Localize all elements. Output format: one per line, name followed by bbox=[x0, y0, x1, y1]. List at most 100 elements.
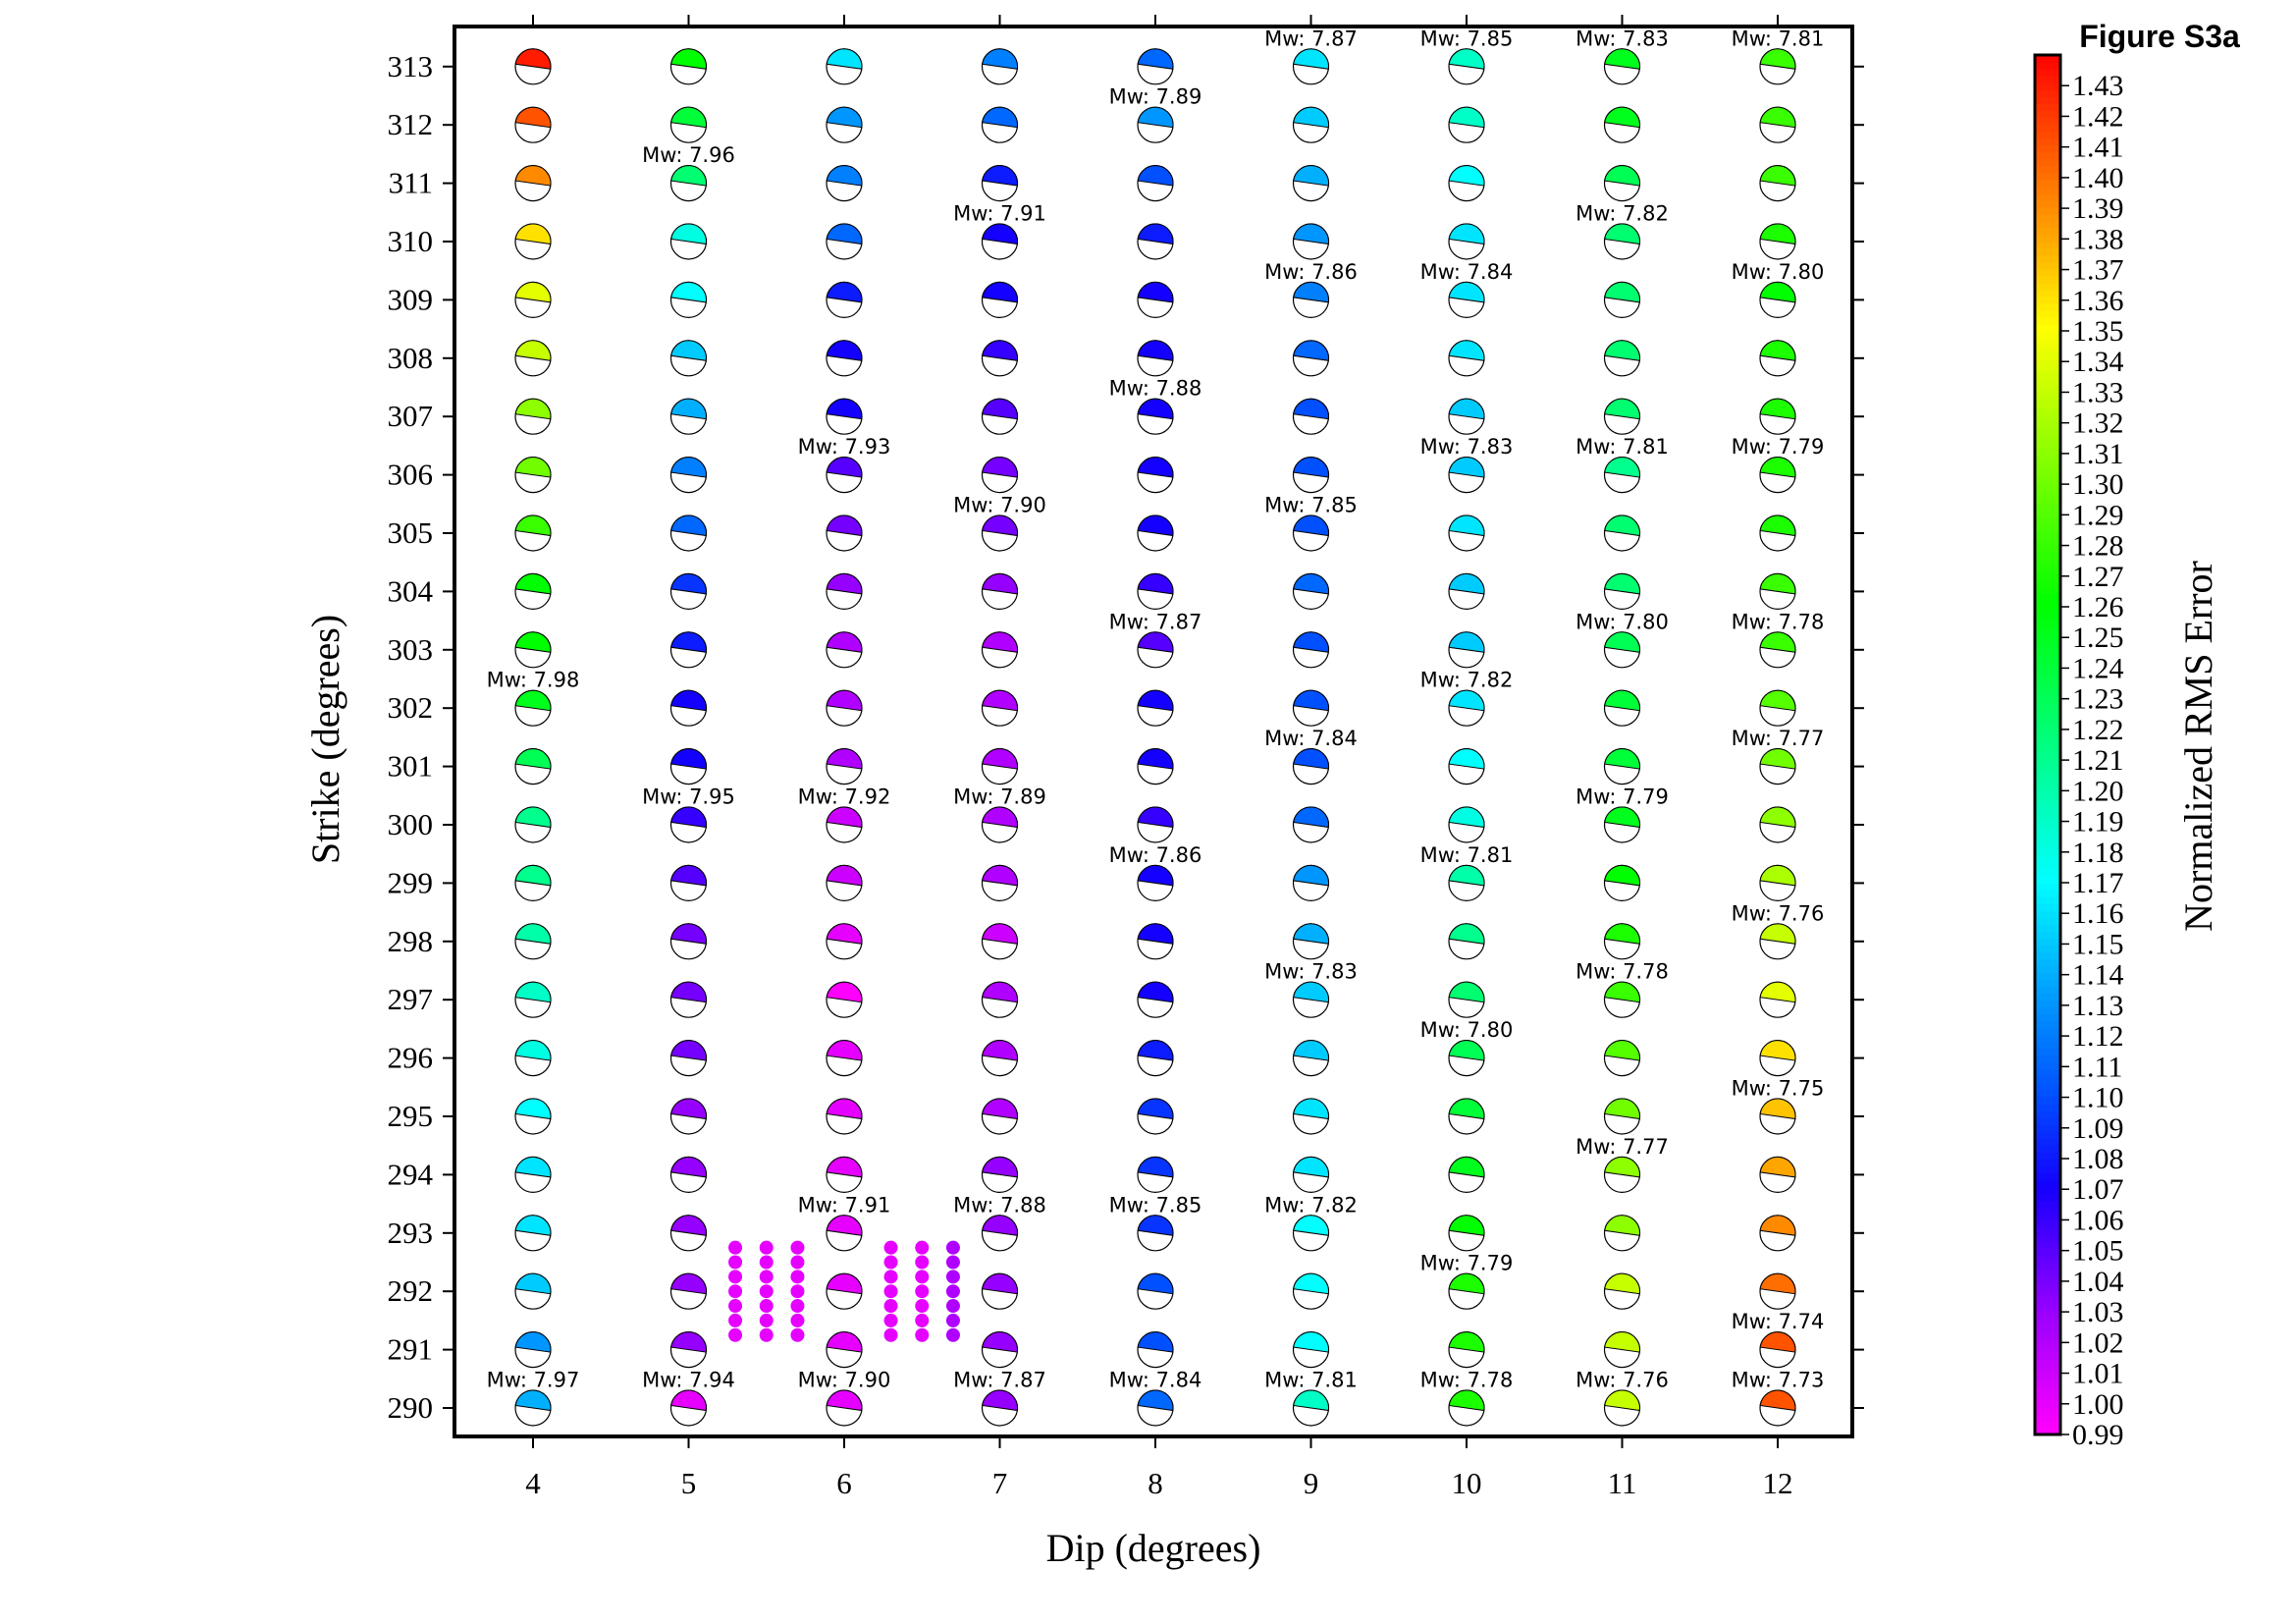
colorbar-tick-label: 1.16 bbox=[2072, 897, 2124, 930]
colorbar-segment bbox=[2035, 144, 2060, 153]
colorbar-segment bbox=[2035, 372, 2060, 380]
beachball-marker bbox=[826, 48, 863, 85]
beachball-marker bbox=[669, 106, 708, 143]
beachball-marker bbox=[1448, 457, 1485, 494]
y-tick-label: 309 bbox=[388, 282, 434, 316]
beachball-marker bbox=[514, 1098, 552, 1135]
beachball-marker bbox=[669, 572, 708, 611]
mw-annotation: Mw: 7.76 bbox=[1575, 1368, 1669, 1391]
mw-annotation: Mw: 7.75 bbox=[1732, 1076, 1825, 1100]
fine-grid-point bbox=[759, 1313, 774, 1327]
beachball-marker bbox=[669, 514, 708, 552]
fine-grid-point bbox=[883, 1240, 898, 1255]
beachball-marker bbox=[1603, 281, 1641, 318]
beachball-marker bbox=[981, 631, 1019, 669]
colorbar-segment bbox=[2035, 931, 2060, 939]
colorbar-segment bbox=[2035, 365, 2060, 373]
colorbar-segment bbox=[2035, 875, 2060, 884]
fine-grid-point bbox=[790, 1240, 805, 1255]
colorbar-segment bbox=[2035, 1269, 2060, 1277]
y-tick-label: 312 bbox=[388, 107, 434, 141]
beachball-marker bbox=[826, 223, 863, 260]
colorbar-segment bbox=[2035, 751, 2060, 760]
beachball-marker bbox=[981, 457, 1019, 494]
fine-grid-point bbox=[728, 1270, 743, 1284]
x-axis-title: Dip (degrees) bbox=[1046, 1526, 1261, 1570]
beachball-marker bbox=[1603, 1039, 1641, 1077]
colorbar-segment bbox=[2035, 358, 2060, 366]
colorbar-segment bbox=[2035, 62, 2060, 70]
fine-grid-point bbox=[945, 1270, 960, 1284]
colorbar-tick-label: 1.36 bbox=[2072, 285, 2124, 317]
colorbar-tick-label: 1.01 bbox=[2072, 1358, 2124, 1390]
colorbar-segment bbox=[2035, 1248, 2060, 1257]
colorbar-tick-label: 1.29 bbox=[2072, 499, 2124, 531]
fine-grid-point bbox=[915, 1284, 930, 1299]
colorbar-segment bbox=[2035, 689, 2060, 698]
beachball-marker bbox=[514, 1330, 552, 1369]
colorbar-segment bbox=[2035, 840, 2060, 849]
mw-annotation: Mw: 7.86 bbox=[1264, 260, 1358, 284]
fine-grid-point bbox=[790, 1255, 805, 1270]
beachball-marker bbox=[669, 1156, 708, 1194]
colorbar-segment bbox=[2035, 331, 2060, 339]
beachball-marker bbox=[669, 1389, 708, 1427]
fine-grid-point bbox=[945, 1299, 960, 1314]
fine-grid-point bbox=[790, 1270, 805, 1284]
beachball-marker bbox=[514, 1389, 552, 1427]
beachball-marker bbox=[669, 923, 708, 960]
beachball-marker bbox=[1603, 1098, 1641, 1135]
fine-grid-point bbox=[759, 1240, 774, 1255]
colorbar-segment bbox=[2035, 1103, 2060, 1111]
beachball-marker bbox=[826, 106, 863, 143]
mw-annotation: Mw: 7.87 bbox=[953, 1368, 1046, 1391]
beachball-marker bbox=[1292, 1330, 1330, 1369]
mw-annotation: Mw: 7.81 bbox=[1420, 843, 1514, 867]
mw-annotation: Mw: 7.80 bbox=[1420, 1018, 1514, 1042]
colorbar-segment bbox=[2035, 247, 2060, 256]
beachball-marker bbox=[1603, 923, 1641, 960]
colorbar-segment bbox=[2035, 1165, 2060, 1173]
beachball-marker bbox=[1603, 572, 1641, 611]
colorbar-tick-label: 1.39 bbox=[2072, 192, 2124, 225]
colorbar-segment bbox=[2035, 137, 2060, 146]
colorbar-segment bbox=[2035, 110, 2060, 119]
beachball-marker bbox=[1759, 514, 1796, 552]
fine-grid-point bbox=[790, 1327, 805, 1342]
fine-grid-point bbox=[759, 1255, 774, 1270]
beachball-marker bbox=[1603, 1330, 1641, 1369]
beachball-marker bbox=[1292, 514, 1330, 552]
beachball-marker bbox=[1448, 165, 1485, 202]
colorbar-segment bbox=[2035, 1193, 2060, 1201]
mw-annotation: Mw: 7.82 bbox=[1575, 201, 1669, 225]
beachball-marker bbox=[1448, 806, 1485, 843]
colorbar-segment bbox=[2035, 461, 2060, 470]
mw-annotation: Mw: 7.93 bbox=[798, 435, 891, 459]
colorbar-segment bbox=[2035, 910, 2060, 918]
colorbar-segment bbox=[2035, 496, 2060, 505]
beachball-marker bbox=[981, 106, 1019, 143]
plot-frame bbox=[453, 25, 1854, 1438]
fine-grid-points bbox=[728, 1240, 960, 1342]
beachball-marker bbox=[826, 165, 863, 202]
x-tick-label: 5 bbox=[681, 1466, 697, 1500]
colorbar-segment bbox=[2035, 516, 2060, 525]
colorbar-segment bbox=[2035, 309, 2060, 318]
colorbar-segment bbox=[2035, 614, 2060, 622]
mw-annotation: Mw: 7.90 bbox=[798, 1368, 891, 1391]
colorbar-segment bbox=[2035, 558, 2060, 567]
y-tick-label: 292 bbox=[388, 1273, 434, 1308]
beachball-marker bbox=[514, 223, 552, 260]
mw-annotation: Mw: 7.90 bbox=[953, 493, 1046, 516]
colorbar-segment bbox=[2035, 1130, 2060, 1139]
beachball-marker bbox=[1603, 165, 1641, 202]
beachball-marker bbox=[1137, 981, 1174, 1018]
y-tick-label: 297 bbox=[388, 982, 434, 1016]
colorbar-segment bbox=[2035, 1358, 2060, 1367]
colorbar-border bbox=[2033, 53, 2062, 1436]
beachball-marker bbox=[1137, 1039, 1174, 1077]
colorbar-segment bbox=[2035, 544, 2060, 553]
y-tick-label: 303 bbox=[388, 632, 434, 667]
colorbar-segment bbox=[2035, 1214, 2060, 1222]
colorbar-segment bbox=[2035, 1000, 2060, 1008]
